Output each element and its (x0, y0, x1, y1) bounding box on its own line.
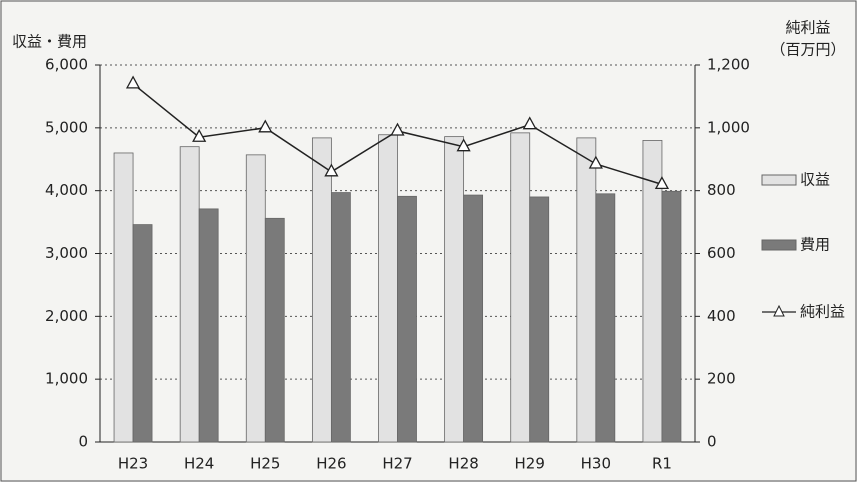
marker (192, 128, 207, 142)
bar (463, 194, 484, 443)
y2-tick-label: 400 (707, 307, 736, 325)
x-tick-label: H24 (184, 455, 214, 473)
y2-tick-label: 1,000 (707, 118, 750, 136)
legend-marker (773, 304, 785, 317)
bar (661, 190, 682, 443)
y2-tick-label: 600 (707, 244, 736, 262)
x-tick-label: H29 (515, 455, 545, 473)
bar (132, 224, 153, 443)
x-tick-label: R1 (652, 455, 672, 473)
bar (330, 192, 351, 443)
legend-swatch (761, 174, 797, 186)
y2-axis-title: 純利益 (785, 19, 830, 37)
marker (390, 122, 405, 136)
x-tick-label: H23 (118, 455, 148, 473)
legend-swatch (761, 239, 797, 251)
x-tick-label: H26 (316, 455, 346, 473)
bar (179, 146, 200, 443)
y-tick-label: 4,000 (45, 181, 88, 199)
y2-tick-label: 800 (707, 181, 736, 199)
bar (113, 152, 134, 443)
y-axis-title: 収益・費用 (12, 33, 87, 51)
marker (654, 176, 670, 190)
bar (510, 132, 531, 443)
x-tick-label: H30 (581, 455, 611, 473)
y2-tick-label: 0 (707, 433, 717, 451)
y-tick-label: 1,000 (45, 370, 88, 388)
bar (264, 217, 285, 443)
marker (522, 116, 537, 130)
legend-label: 収益 (800, 171, 830, 189)
legend-label: 費用 (800, 236, 830, 254)
y2-tick-label: 1,200 (707, 56, 750, 74)
y2-tick-label: 200 (707, 370, 736, 388)
y-tick-label: 2,000 (45, 307, 88, 325)
bar (311, 137, 332, 443)
bar (595, 193, 616, 443)
marker (125, 75, 141, 89)
bar (444, 136, 465, 443)
y-tick-label: 3,000 (45, 244, 88, 262)
bar (576, 137, 597, 443)
x-tick-label: H28 (448, 455, 478, 473)
bar (397, 195, 417, 443)
bar (245, 154, 266, 443)
y-tick-label: 5,000 (45, 118, 88, 136)
bar (198, 208, 219, 443)
marker (324, 163, 339, 177)
marker (456, 138, 471, 152)
x-tick-label: H27 (382, 455, 412, 473)
marker (588, 155, 603, 169)
x-tick-label: H25 (250, 455, 280, 473)
legend-label: 純利益 (800, 303, 845, 321)
y2-axis-unit: （百万円） (770, 41, 845, 59)
y-tick-label: 6,000 (45, 56, 88, 74)
marker (258, 119, 273, 133)
y-tick-label: 0 (78, 433, 88, 451)
bar (378, 134, 398, 443)
bar (529, 196, 550, 443)
